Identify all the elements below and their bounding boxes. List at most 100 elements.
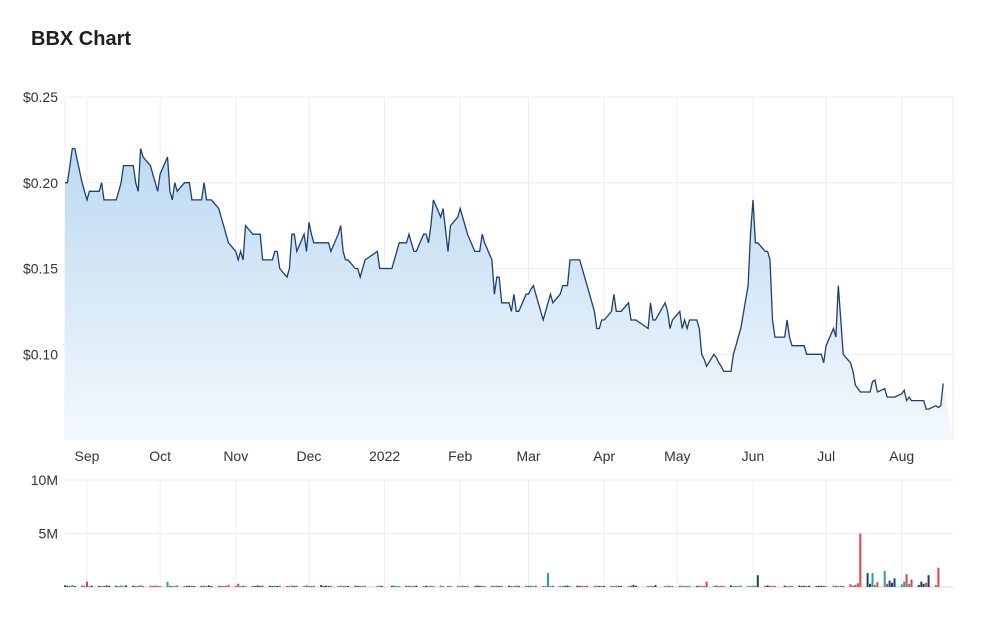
volume-bar	[98, 585, 101, 587]
volume-bar	[493, 585, 496, 587]
volume-bar	[156, 585, 159, 587]
volume-bar	[925, 582, 928, 587]
volume-bar	[381, 586, 384, 587]
volume-bar	[798, 585, 801, 587]
volume-bar	[920, 581, 923, 587]
volume-bar	[627, 586, 630, 587]
volume-bar	[115, 585, 118, 587]
volume-bar	[717, 586, 720, 587]
x-tick-label: Jul	[817, 448, 835, 464]
volume-bar	[686, 586, 689, 587]
volume-bar	[288, 585, 291, 587]
volume-bar	[90, 585, 93, 587]
x-tick-label: Aug	[889, 448, 914, 464]
volume-bar	[566, 585, 569, 587]
volume-bar	[234, 586, 237, 587]
volume-bar	[681, 585, 684, 587]
x-tick-label: Nov	[223, 448, 248, 464]
volume-bar	[786, 586, 789, 587]
volume-bar	[808, 585, 811, 587]
volume-bar	[227, 584, 230, 587]
volume-bar	[464, 585, 467, 587]
volume-bar	[508, 585, 510, 587]
volume-bar	[168, 585, 171, 587]
volume-bar	[600, 585, 603, 587]
volume-bar	[308, 585, 310, 587]
volume-bar	[159, 586, 162, 587]
volume-bar	[586, 585, 589, 587]
volume-bar	[510, 585, 513, 587]
volume-bar	[408, 585, 410, 587]
volume-bar	[832, 585, 835, 587]
volume-bar	[190, 585, 193, 587]
volume-bar	[415, 585, 418, 587]
volume-bar	[547, 573, 549, 587]
volume-bar	[893, 578, 896, 587]
volume-bar	[364, 585, 367, 587]
volume-bar	[498, 586, 501, 587]
volume-bar	[86, 581, 88, 587]
volume-bar	[771, 585, 774, 587]
volume-bar	[142, 586, 145, 587]
volume-bar	[937, 567, 940, 587]
volume-bar	[859, 533, 862, 587]
volume-bar	[73, 586, 76, 587]
volume-bar	[544, 585, 547, 587]
price-area	[65, 148, 953, 440]
volume-bar	[251, 585, 254, 587]
volume-bar	[220, 585, 223, 587]
volume-bars	[64, 533, 940, 587]
volume-bar	[630, 585, 632, 587]
volume-bar	[551, 585, 554, 587]
volume-bar	[425, 585, 428, 587]
volume-bar	[278, 585, 281, 587]
volume-bar	[593, 585, 596, 587]
volume-bar	[83, 585, 86, 587]
volume-bar	[849, 584, 852, 587]
volume-bar	[654, 585, 657, 587]
volume-bar	[259, 585, 262, 587]
volume-bar	[910, 579, 913, 587]
volume-bar	[839, 585, 842, 587]
volume-bar	[769, 586, 771, 587]
volume-bar	[569, 586, 571, 587]
volume-bar	[578, 585, 581, 587]
volume-bar	[293, 585, 296, 587]
volume-bar	[459, 586, 462, 587]
volume-bar	[891, 582, 893, 587]
volume-bar	[698, 585, 701, 587]
volume-bar	[120, 585, 123, 587]
volume-bar	[610, 585, 613, 587]
volume-bar	[754, 585, 757, 587]
volume-bar	[747, 586, 750, 587]
volume-bar	[888, 580, 891, 587]
volume-bar	[800, 586, 803, 587]
volume-bar	[820, 585, 823, 587]
volume-bar	[354, 585, 357, 587]
volume-bar	[410, 585, 413, 587]
volume-bar	[122, 585, 125, 587]
volume-bar	[703, 585, 706, 587]
volume-bar	[517, 585, 520, 587]
volume-bar	[461, 585, 464, 587]
volume-bar	[905, 574, 908, 587]
volume-y-tick-label: 10M	[31, 472, 58, 488]
volume-bar	[842, 586, 845, 587]
volume-bar	[549, 585, 552, 587]
volume-bar	[581, 585, 584, 587]
volume-bar	[620, 585, 623, 587]
volume-bar	[598, 586, 601, 587]
volume-bar	[632, 584, 635, 587]
volume-bar	[764, 585, 767, 587]
volume-bar	[651, 586, 654, 587]
volume-bar	[173, 585, 176, 587]
volume-bar	[290, 585, 293, 587]
volume-bar	[447, 585, 449, 587]
x-axis: Sep Oct Nov Dec 2022 Feb Mar Apr May Jun Jul Aug	[74, 448, 914, 464]
volume-bar	[442, 586, 445, 587]
volume-y-axis: 10M 5M	[31, 472, 58, 542]
x-tick-label: 2022	[369, 448, 400, 464]
volume-bar	[561, 585, 564, 587]
volume-bar	[344, 585, 347, 587]
